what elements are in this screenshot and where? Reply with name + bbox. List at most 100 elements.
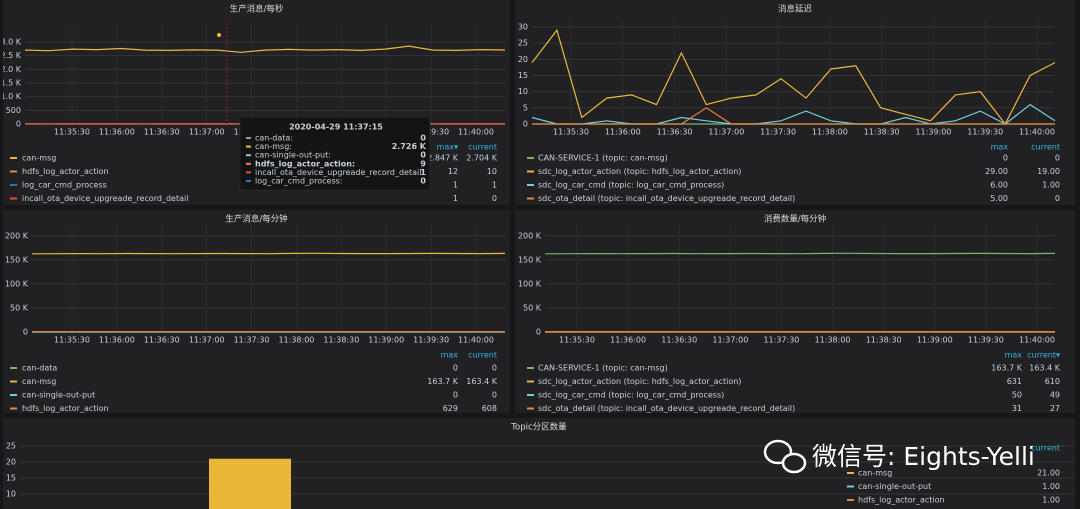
x-tick-label: 11:35:30 — [559, 336, 595, 345]
wechat-icon — [781, 452, 807, 474]
legend-name[interactable]: hdfs_log_actor_action — [858, 496, 945, 505]
series-line — [531, 28, 1056, 126]
legend-name[interactable]: CAN-SERVICE-1 (topic: can-msg) — [538, 364, 668, 373]
legend-name[interactable]: CAN-SERVICE-1 (topic: can-msg) — [538, 154, 668, 163]
y-tick-label: 5 — [523, 103, 528, 112]
legend-max: 631 — [1007, 377, 1022, 386]
x-tick-label: 11:39:00 — [917, 336, 953, 345]
y-tick-label: 100 K — [518, 279, 542, 288]
x-tick-label: 11:39:30 — [967, 128, 1003, 137]
legend-header: current — [1031, 444, 1060, 453]
legend-header: max — [1005, 351, 1023, 360]
legend-name[interactable]: can-single-out-put — [22, 391, 95, 400]
x-tick-label: 11:39:30 — [413, 128, 449, 137]
x-tick-label: 11:36:30 — [144, 128, 180, 137]
legend-current: 0 — [492, 364, 497, 373]
legend-header: max — [991, 143, 1009, 152]
x-tick-label: 11:37:00 — [708, 128, 744, 137]
x-tick-label: 11:38:00 — [815, 336, 851, 345]
legend-name[interactable]: hdfs_log_actor_action — [22, 404, 109, 413]
legend-max: 0 — [1003, 154, 1008, 163]
legend-name[interactable]: hdfs_log_actor_action — [22, 167, 109, 176]
legend-name[interactable]: incall_ota_device_upgreade_record_detail — [22, 194, 188, 203]
x-tick-label: 11:35:30 — [54, 336, 90, 345]
y-tick-label: 1.5 K — [0, 78, 21, 87]
legend-name[interactable]: sdc_log_car_cmd (topic: log_car_cmd_proc… — [538, 181, 724, 190]
x-tick-label: 11:36:30 — [144, 336, 180, 345]
y-tick-label: 1.0 K — [0, 92, 21, 101]
legend-max: 1 — [453, 194, 458, 203]
y-tick-label: 500 — [6, 106, 21, 115]
x-tick-label: 11:38:30 — [866, 336, 902, 345]
legend-name[interactable]: sdc_log_car_cmd (topic: log_car_cmd_proc… — [538, 391, 724, 400]
legend-name[interactable]: log_car_cmd_process — [22, 181, 107, 190]
panel-background — [3, 210, 510, 413]
legend-current: 0 — [1055, 194, 1060, 203]
y-tick-label: 150 K — [5, 255, 29, 264]
legend-name[interactable]: can-msg — [22, 377, 56, 386]
panel-title: 生产消息/每秒 — [230, 4, 284, 15]
legend-current: 21.00 — [1037, 469, 1060, 478]
legend-current: 0 — [1055, 154, 1060, 163]
legend-name[interactable]: can-msg — [858, 469, 892, 478]
legend-max: 6.00 — [990, 181, 1008, 190]
y-tick-label: 2.5 K — [0, 51, 21, 60]
y-tick-label: 20 — [518, 55, 528, 64]
y-tick-label: 0 — [23, 328, 28, 337]
legend-current: 610 — [1045, 377, 1060, 386]
legend-max: 29.00 — [985, 167, 1008, 176]
tooltip-value: 9 — [420, 159, 426, 168]
legend-header: max▾ — [437, 143, 458, 152]
x-tick-label: 11:40:00 — [1019, 128, 1055, 137]
legend-name[interactable]: sdc_log_actor_action (topic: hdfs_log_ac… — [538, 377, 741, 386]
tooltip-name: log_car_cmd_process: — [255, 177, 343, 186]
y-tick-label: 0 — [536, 328, 541, 337]
legend-current: 2.704 K — [466, 154, 497, 163]
legend-name[interactable]: can-data — [22, 364, 57, 373]
x-tick-label: 11:37:30 — [763, 336, 799, 345]
x-tick-label: 11:38:00 — [812, 128, 848, 137]
legend-name[interactable]: can-msg — [22, 154, 56, 163]
legend-name[interactable]: can-single-out-put — [858, 482, 931, 491]
x-tick-label: 11:37:30 — [760, 128, 796, 137]
y-tick-label: 15 — [6, 473, 16, 482]
x-tick-label: 11:38:00 — [278, 336, 314, 345]
legend-header: current — [1031, 143, 1060, 152]
bar — [209, 458, 291, 509]
x-tick-label: 11:40:00 — [1019, 336, 1055, 345]
tooltip: 2020-04-29 11:37:15 can-data: 0 can-msg: 2.7… — [217, 33, 431, 191]
legend-max: 0 — [453, 364, 458, 373]
y-tick-label: 50 K — [10, 303, 29, 312]
panel: 消息延迟 0 5 10 15 20 25 30 11:35:30 11:36:00 11:36:30… — [515, 0, 1075, 205]
x-tick-label: 11:39:30 — [968, 336, 1004, 345]
watermark: 微信号: Eights-Yelli — [763, 439, 1035, 474]
legend-current: 1 — [492, 181, 497, 190]
tooltip-name: can-single-out-put: — [255, 151, 331, 160]
legend-current: 608 — [482, 404, 497, 413]
tooltip-value: 0 — [420, 151, 426, 160]
legend-name[interactable]: sdc_ota_detail (topic: incall_ota_device… — [538, 404, 795, 413]
x-tick-label: 11:36:30 — [661, 336, 697, 345]
legend-name[interactable]: sdc_log_actor_action (topic: hdfs_log_ac… — [538, 167, 741, 176]
legend-current: 49 — [1050, 391, 1060, 400]
y-tick-label: 200 K — [518, 231, 542, 240]
x-tick-label: 11:37:00 — [712, 336, 748, 345]
series-line — [544, 252, 1056, 255]
x-tick-label: 11:37:00 — [189, 336, 225, 345]
legend-header: max — [441, 351, 459, 360]
tooltip-value: 0 — [420, 134, 426, 143]
legend-current: 0 — [492, 391, 497, 400]
legend-max: 50 — [1012, 391, 1022, 400]
y-tick-label: 50 K — [523, 303, 542, 312]
x-tick-label: 11:39:30 — [413, 336, 449, 345]
tooltip-value: 0 — [420, 177, 426, 186]
legend-name[interactable]: sdc_ota_detail (topic: incall_ota_device… — [538, 194, 795, 203]
x-tick-label: 11:38:30 — [323, 336, 359, 345]
legend-current: 163.4 K — [1029, 364, 1060, 373]
tooltip-name: incall_ota_device_upgreade_record_detail… — [255, 168, 424, 177]
y-tick-label: 100 K — [5, 279, 29, 288]
x-tick-label: 11:40:00 — [458, 336, 494, 345]
x-tick-label: 11:35:30 — [553, 128, 589, 137]
tooltip-time: 2020-04-29 11:37:15 — [289, 123, 383, 132]
